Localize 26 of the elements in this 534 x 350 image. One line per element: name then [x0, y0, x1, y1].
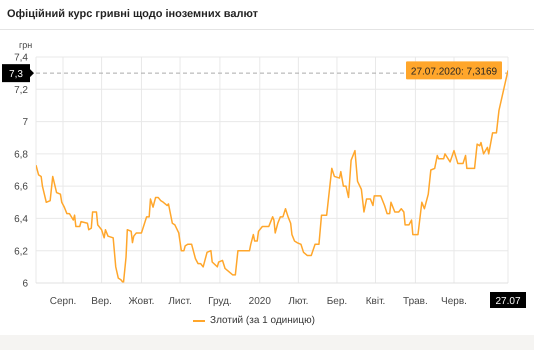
x-tick-label: Вер.: [91, 296, 112, 307]
x-tick-label: Черв.: [441, 296, 467, 307]
x-tick-label: 2020: [248, 296, 272, 307]
legend-label: Злотий (за 1 одиницю): [209, 315, 315, 326]
x-tick-label: Бер.: [326, 296, 348, 307]
y-tick-label: 7,2: [14, 84, 28, 96]
x-tick-label: Лют.: [288, 296, 308, 307]
x-tick-label: 27.07: [495, 296, 521, 307]
y-tick-label: 6,4: [14, 214, 28, 225]
x-tick-label: Жовт.: [128, 296, 154, 307]
y-tick-label: 7,4: [14, 52, 28, 64]
ref-line-label: 7,3: [9, 69, 24, 80]
y-tick-label: 7: [22, 117, 28, 128]
y-tick-label: 6,8: [14, 149, 28, 160]
x-tick-label: Трав.: [403, 296, 428, 307]
y-axis-title: грн: [19, 40, 32, 50]
line-series: [36, 70, 508, 283]
y-tick-label: 6: [22, 278, 28, 290]
x-tick-label: Груд.: [208, 296, 232, 307]
y-tick-label: 6,6: [14, 182, 28, 193]
annotation: 27.07.2020: 7,3169: [410, 66, 498, 78]
x-tick-label: Лист.: [168, 296, 192, 307]
x-tick-label: Квіт.: [366, 296, 386, 307]
x-tick-label: Серп.: [50, 296, 76, 307]
y-tick-label: 6,2: [14, 246, 28, 258]
chart-title: Офіційний курс гривні щодо іноземних валют: [7, 8, 258, 20]
